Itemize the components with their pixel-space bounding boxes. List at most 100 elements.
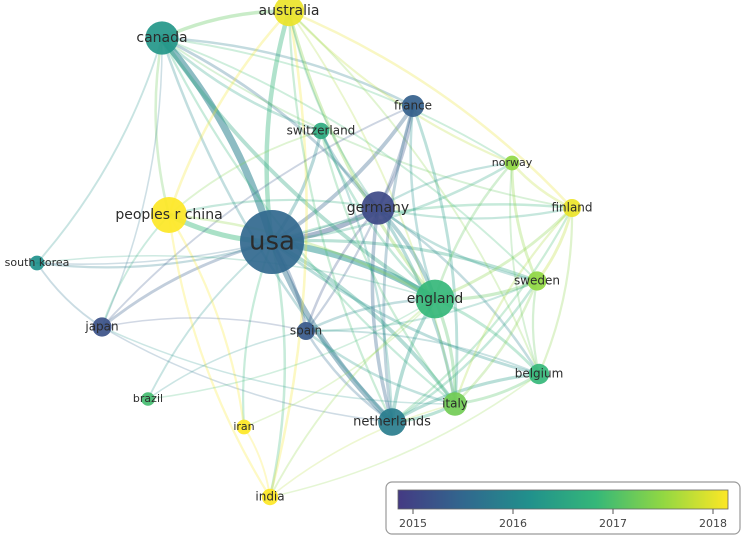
node-sweden[interactable] [527, 271, 547, 291]
node-belgium[interactable] [528, 363, 550, 385]
link-germany-netherlands [370, 206, 394, 424]
link-germany-finland [376, 206, 574, 220]
node-label-sweden: sweden [514, 274, 560, 288]
link-australia-belgium [288, 10, 540, 375]
link-usa-sweden [270, 238, 539, 283]
link-canada-sweden [161, 37, 538, 282]
node-norway[interactable] [504, 155, 520, 171]
node-italy[interactable] [443, 392, 467, 416]
link-canada-norway [161, 37, 513, 164]
link-india-england [269, 298, 436, 498]
link-belgium-finland [537, 206, 574, 376]
link-netherlands-belgium [390, 372, 541, 424]
link-canada-finland [161, 37, 573, 209]
node-japan[interactable] [92, 317, 112, 337]
labels-layer: usa canada australia france switzerland norwa… [5, 3, 593, 504]
link-belgium-norway [509, 162, 540, 375]
node-label-australia: australia [259, 3, 320, 19]
link-australia-india [268, 9, 308, 499]
legend-tick-label-2018: 2018 [699, 517, 727, 530]
link-australia-finland [287, 9, 574, 210]
node-spain[interactable] [297, 322, 315, 340]
node-label-germany: germany [347, 200, 409, 216]
link-spain-belgium [305, 329, 540, 375]
link-peoples-r-china-germany [167, 198, 380, 217]
link-japan-spain [101, 317, 307, 332]
node-netherlands[interactable] [378, 408, 406, 436]
node-usa[interactable] [240, 210, 304, 274]
link-japan-italy [101, 326, 456, 405]
legend-tick-label-2016: 2016 [499, 517, 527, 530]
node-peoples-r-china[interactable] [151, 197, 187, 233]
node-india[interactable] [261, 488, 279, 506]
link-canada-switzerland [160, 36, 323, 133]
node-brazil[interactable] [141, 392, 155, 406]
link-switzerland-italy [319, 129, 457, 406]
link-south-korea-germany [36, 207, 379, 265]
links-layer [35, 8, 574, 499]
link-peoples-r-china-india [167, 213, 272, 499]
node-france[interactable] [402, 95, 424, 117]
node-label-canada: canada [136, 30, 187, 46]
link-canada-peoples-r-china [154, 36, 171, 217]
node-switzerland[interactable] [312, 122, 330, 140]
link-switzerland-netherlands [319, 129, 394, 424]
link-iran-england [243, 298, 436, 428]
link-usa-india [268, 240, 287, 499]
node-label-belgium: belgium [515, 367, 564, 381]
node-label-peoples-r-china: peoples r china [115, 207, 222, 223]
link-canada-germany [160, 36, 380, 210]
node-label-india: india [255, 490, 284, 504]
node-iran[interactable] [236, 419, 252, 435]
link-italy-sweden [453, 279, 539, 406]
link-germany-belgium [376, 206, 541, 376]
node-label-spain: spain [290, 324, 322, 338]
node-australia[interactable] [273, 0, 305, 27]
node-label-iran: iran [233, 420, 254, 433]
node-label-brazil: brazil [133, 392, 163, 405]
link-canada-france [160, 36, 415, 108]
link-australia-england [287, 9, 437, 301]
link-netherlands-finland [390, 206, 574, 424]
node-canada[interactable] [145, 21, 179, 55]
link-peoples-r-china-england [167, 213, 437, 301]
node-south-korea[interactable] [29, 255, 45, 271]
link-south-korea-england [36, 254, 436, 300]
node-label-england: england [407, 291, 464, 307]
link-australia-netherlands [287, 9, 394, 424]
link-australia-norway [287, 9, 514, 165]
node-england[interactable] [415, 279, 455, 319]
link-canada-england [160, 36, 437, 301]
link-australia-italy [288, 10, 456, 405]
link-germany-spain [304, 206, 380, 333]
node-label-italy: italy [442, 397, 468, 411]
node-label-finland: finland [551, 201, 592, 215]
link-france-england [409, 104, 437, 301]
link-sweden-norway [510, 161, 539, 283]
link-brazil-spain [147, 330, 307, 400]
legend-color-bar [397, 489, 729, 510]
link-france-japan [101, 105, 414, 328]
node-germany[interactable] [361, 191, 395, 225]
node-label-norway: norway [492, 156, 533, 169]
nodes-layer [29, 0, 581, 506]
link-italy-finland [453, 206, 574, 406]
link-france-netherlands [382, 104, 415, 424]
link-india-belgium [269, 373, 540, 498]
link-usa-australia [264, 8, 292, 245]
node-label-france: france [394, 99, 432, 113]
link-canada-japan [101, 37, 163, 328]
link-netherlands-sweden [390, 279, 539, 424]
node-label-netherlands: netherlands [353, 415, 431, 430]
link-usa-norway [270, 161, 514, 244]
node-finland[interactable] [563, 199, 581, 217]
link-germany-sweden [376, 206, 539, 283]
legend-tick-label-2017: 2017 [599, 517, 627, 530]
link-iran-india [243, 426, 271, 498]
legend-ticks: 2015 2016 2017 2018 [399, 509, 727, 530]
node-label-switzerland: switzerland [287, 124, 356, 138]
link-usa-belgium [270, 240, 541, 376]
legend-tick-label-2015: 2015 [399, 517, 427, 530]
